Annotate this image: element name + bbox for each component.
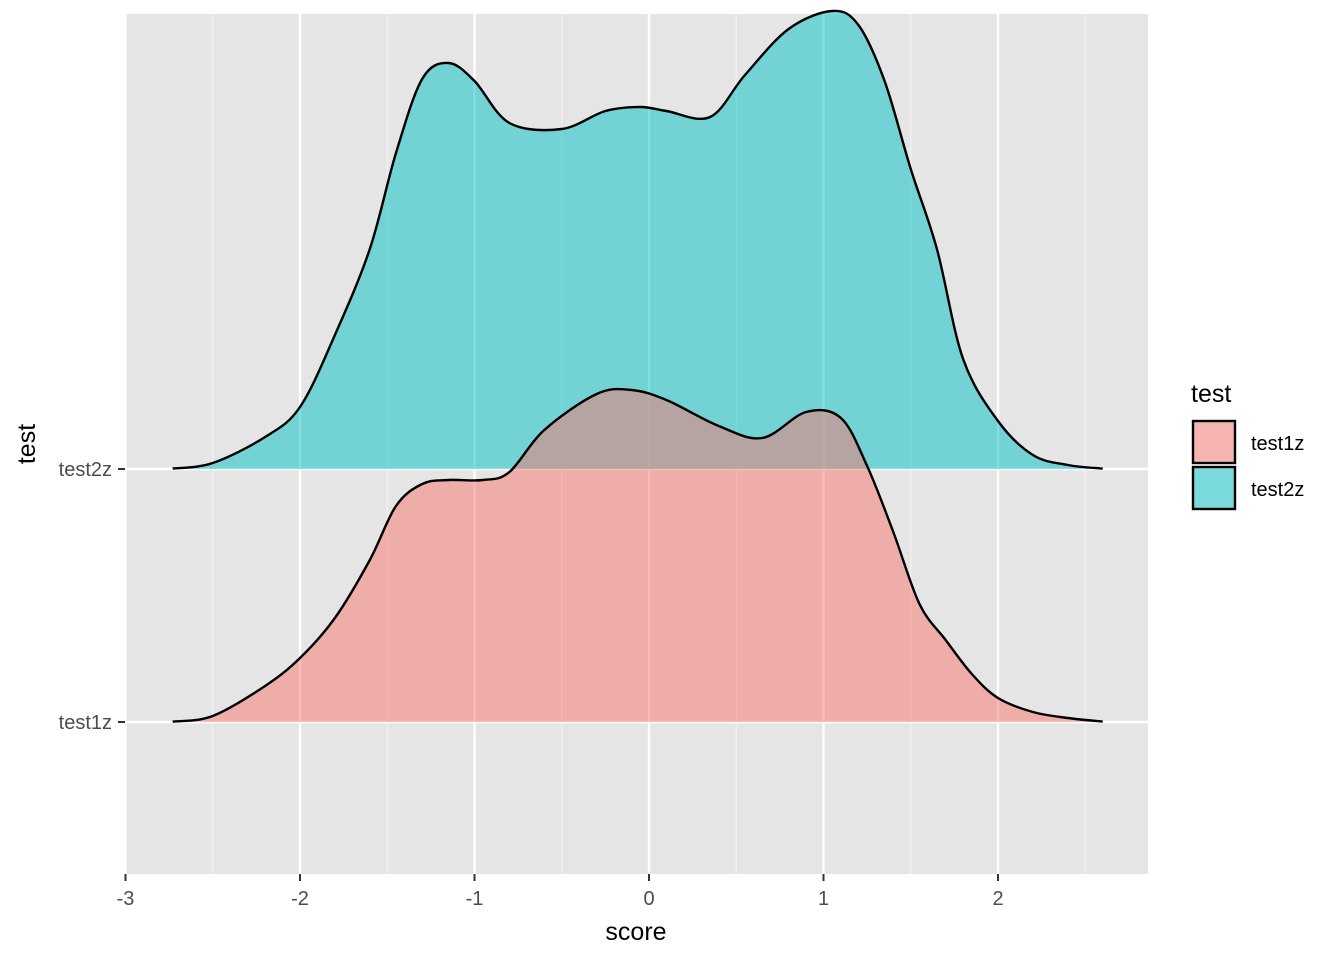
x-tick-label: -2 (291, 888, 309, 910)
y-axis: test1z test2z (59, 459, 125, 734)
legend-entry-test1z: test1z (1191, 419, 1304, 465)
legend-label: test1z (1251, 433, 1304, 455)
x-tick-label: 0 (643, 888, 654, 910)
y-axis-title: test (13, 424, 41, 464)
ridge-outline-test1z (172, 387, 1103, 723)
legend-swatch (1191, 465, 1237, 511)
x-tick-label: 1 (818, 888, 829, 910)
x-tick-label: -3 (117, 888, 135, 910)
ridge-test1z (172, 387, 1103, 723)
legend-label: test2z (1251, 479, 1304, 501)
legend-title: test (1191, 380, 1231, 408)
x-tick-label: 2 (992, 888, 1003, 910)
y-tick-label: test2z (59, 459, 112, 481)
ridge-area-test1z (172, 389, 1103, 722)
legend-swatch (1191, 419, 1237, 465)
x-axis: -3 -2 -1 0 1 2 (117, 874, 1004, 910)
ridges (172, 9, 1103, 723)
legend-entry-test2z: test2z (1191, 465, 1304, 511)
legend: test test1z test2z (1191, 380, 1304, 511)
ridge-outline-test2z (172, 9, 1103, 470)
x-axis-title: score (605, 918, 666, 946)
legend-keys: test1z test2z (1191, 419, 1304, 511)
y-tick-label: test1z (59, 712, 112, 734)
x-tick-label: -1 (466, 888, 484, 910)
ridge-test2z (172, 9, 1103, 470)
